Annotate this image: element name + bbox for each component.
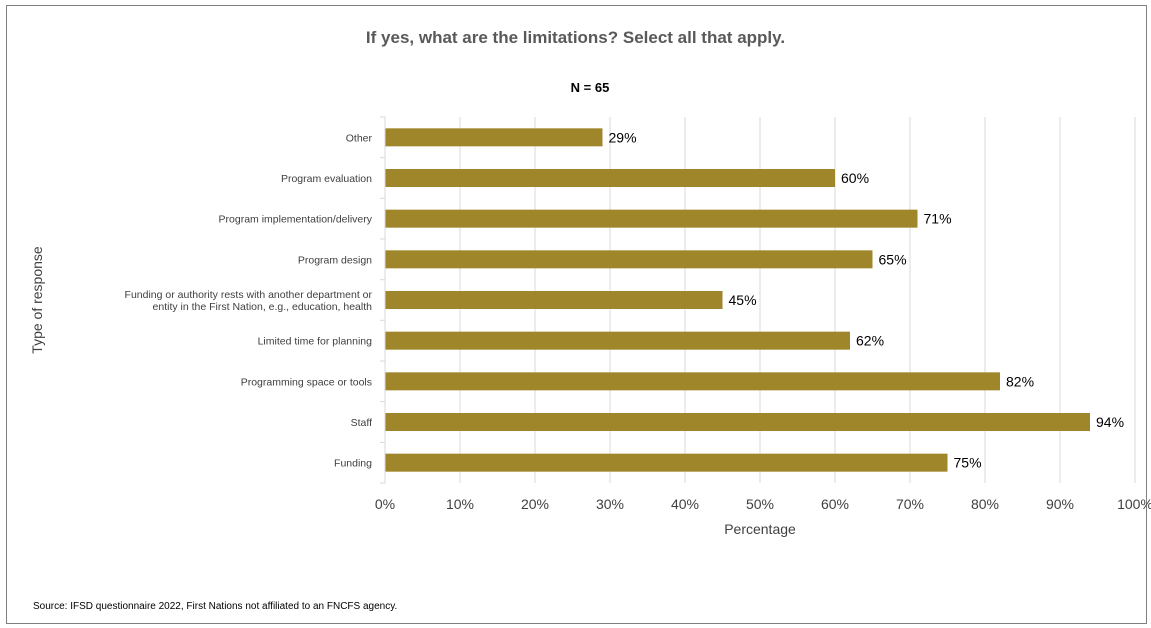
bar — [385, 169, 835, 187]
category-label: Funding or authority rests with another … — [125, 289, 373, 313]
x-tick-label: 0% — [375, 496, 395, 512]
x-tick-label: 60% — [821, 496, 849, 512]
source-note: Source: IFSD questionnaire 2022, First N… — [33, 601, 398, 612]
x-tick-label: 30% — [596, 496, 624, 512]
data-label: 60% — [841, 170, 869, 186]
category-label: Other — [346, 132, 373, 144]
category-label: Limited time for planning — [258, 336, 373, 348]
x-tick-label: 10% — [446, 496, 474, 512]
chart-title: If yes, what are the limitations? Select… — [365, 28, 786, 47]
bar — [385, 453, 948, 472]
category-label: Programming space or tools — [241, 376, 372, 388]
data-label: 82% — [1006, 373, 1034, 389]
x-tick-label: 80% — [971, 496, 999, 512]
x-tick-label: 20% — [521, 496, 549, 512]
x-tick-label: 100% — [1117, 496, 1151, 512]
chart-frame — [6, 5, 1147, 624]
bar — [385, 209, 918, 228]
chart-subtitle: N = 65 — [570, 80, 610, 95]
category-label: Program implementation/delivery — [219, 214, 373, 226]
data-label: 65% — [879, 251, 907, 267]
x-tick-label: 70% — [896, 496, 924, 512]
category-label: Program design — [298, 254, 372, 266]
data-label: 75% — [954, 455, 982, 471]
bar — [385, 128, 603, 147]
x-tick-label: 50% — [746, 496, 774, 512]
data-label: 94% — [1096, 414, 1124, 430]
x-axis-label: Percentage — [724, 521, 796, 537]
data-label: 62% — [856, 333, 884, 349]
bar — [385, 291, 723, 309]
data-label: 71% — [924, 211, 952, 227]
category-label: Program evaluation — [281, 173, 372, 185]
x-tick-label: 90% — [1046, 496, 1074, 512]
bar — [385, 250, 873, 269]
bar — [385, 413, 1090, 431]
data-label: 45% — [729, 292, 757, 308]
category-label: Staff — [351, 417, 372, 429]
bar — [385, 372, 1000, 391]
bar — [385, 331, 850, 350]
x-tick-label: 40% — [671, 496, 699, 512]
data-label: 29% — [609, 129, 637, 145]
category-label: Funding — [334, 458, 372, 470]
